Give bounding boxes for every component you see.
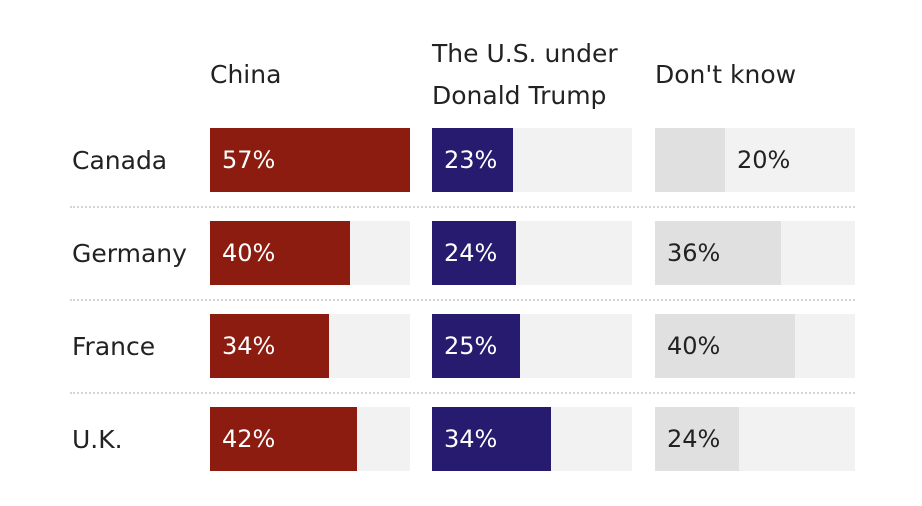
- value-label: 40%: [667, 332, 721, 360]
- value-label: 34%: [222, 332, 276, 360]
- bar: [432, 221, 516, 285]
- row-label: Canada: [72, 145, 168, 175]
- value-label: 34%: [444, 425, 498, 453]
- column-header: The U.S. under Donald Trump: [432, 39, 618, 110]
- bar-track: 40%: [655, 314, 855, 378]
- bar-track: 23%: [432, 128, 632, 192]
- row-label: U.K.: [72, 424, 123, 454]
- bar-track: 34%: [210, 314, 410, 378]
- bar-track: 24%: [655, 407, 855, 471]
- bar: [210, 221, 350, 285]
- value-label: 57%: [222, 146, 276, 174]
- column-header: China: [210, 60, 282, 89]
- bar-track: 40%: [210, 221, 410, 285]
- bar: [655, 407, 739, 471]
- bar: [210, 314, 329, 378]
- bar-track: 42%: [210, 407, 410, 471]
- value-label: 36%: [667, 239, 721, 267]
- bar-track: 24%: [432, 221, 632, 285]
- row-label: Germany: [72, 238, 187, 268]
- value-label: 25%: [444, 332, 498, 360]
- bar: [655, 128, 725, 192]
- row-label: France: [72, 331, 156, 361]
- bar: [655, 221, 781, 285]
- bar-track: 57%: [210, 128, 410, 192]
- value-label: 20%: [737, 146, 791, 174]
- value-label: 40%: [222, 239, 276, 267]
- value-label: 24%: [444, 239, 498, 267]
- value-label: 42%: [222, 425, 276, 453]
- bar-track: 25%: [432, 314, 632, 378]
- bar: [432, 407, 551, 471]
- bar: [210, 407, 357, 471]
- row-separator: [70, 392, 855, 394]
- value-label: 23%: [444, 146, 498, 174]
- bar: [210, 128, 410, 192]
- bar: [432, 128, 513, 192]
- bar: [655, 314, 795, 378]
- bar: [432, 314, 520, 378]
- row-separator: [70, 299, 855, 301]
- column-header: Don't know: [655, 60, 797, 89]
- value-label: 24%: [667, 425, 721, 453]
- bar-track: 34%: [432, 407, 632, 471]
- row-separator: [70, 206, 855, 208]
- bar-track: 36%: [655, 221, 855, 285]
- bar-track: 20%: [655, 128, 855, 192]
